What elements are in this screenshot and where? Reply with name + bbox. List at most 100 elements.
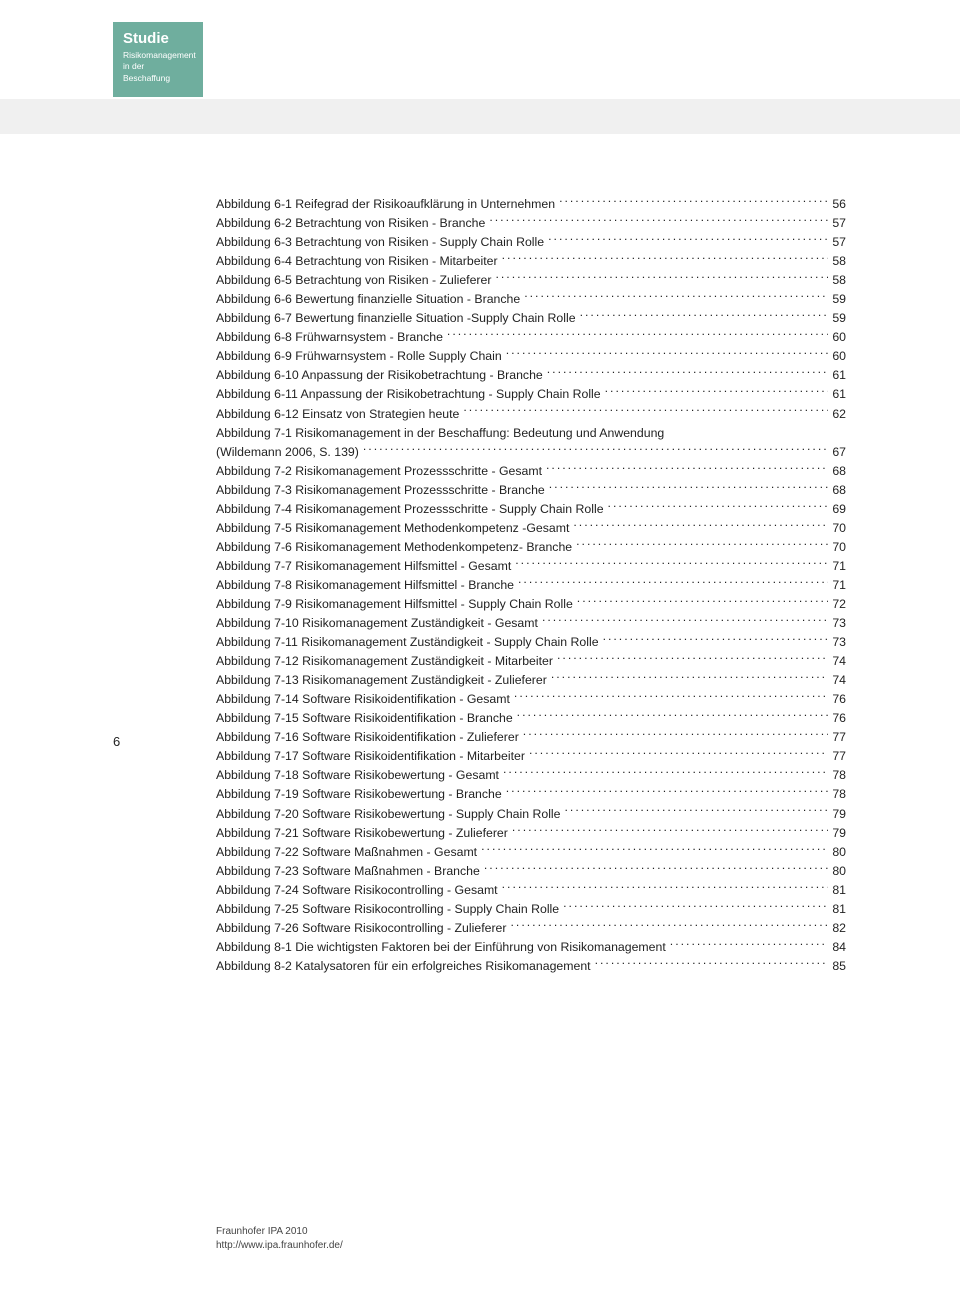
toc-row: Abbildung 7-16 Software Risikoidentifika… xyxy=(216,728,846,747)
toc-entry-page: 73 xyxy=(832,633,846,652)
toc-row: Abbildung 6-4 Betrachtung von Risiken - … xyxy=(216,252,846,271)
toc-entry-page: 60 xyxy=(832,347,846,366)
toc-row: Abbildung 7-13 Risikomanagement Zuständi… xyxy=(216,671,846,690)
toc-entry-label: Abbildung 7-22 Software Maßnahmen - Gesa… xyxy=(216,843,477,862)
page-number: 6 xyxy=(113,734,120,749)
toc-leader xyxy=(510,919,828,931)
toc-entry-label: Abbildung 8-1 Die wichtigsten Faktoren b… xyxy=(216,938,666,957)
toc-entry-label: Abbildung 7-25 Software Risikocontrollin… xyxy=(216,900,559,919)
toc-row: Abbildung 6-5 Betrachtung von Risiken - … xyxy=(216,271,846,290)
toc-row: (Wildemann 2006, S. 139) 67 xyxy=(216,443,846,462)
toc-row: Abbildung 7-26 Software Risikocontrollin… xyxy=(216,919,846,938)
toc-leader xyxy=(517,710,829,722)
toc-row: Abbildung 6-3 Betrachtung von Risiken - … xyxy=(216,233,846,252)
toc-entry-label: Abbildung 7-14 Software Risikoidentifika… xyxy=(216,690,510,709)
toc-entry-page: 81 xyxy=(832,881,846,900)
toc-leader xyxy=(670,939,829,951)
toc-entry-label: Abbildung 7-18 Software Risikobewertung … xyxy=(216,766,499,785)
toc-entry-page: 73 xyxy=(832,614,846,633)
toc-row: Abbildung 7-20 Software Risikobewertung … xyxy=(216,805,846,824)
toc-entry-continuation: (Wildemann 2006, S. 139) xyxy=(216,443,359,462)
toc-entry-label: Abbildung 6-3 Betrachtung von Risiken - … xyxy=(216,233,544,252)
toc-leader xyxy=(595,958,829,970)
toc-row: Abbildung 7-12 Risikomanagement Zuständi… xyxy=(216,652,846,671)
toc-entry-page: 61 xyxy=(832,385,846,404)
toc-entry-page: 79 xyxy=(832,805,846,824)
toc-row: Abbildung 7-6 Risikomanagement Methodenk… xyxy=(216,538,846,557)
toc-entry-label: Abbildung 7-23 Software Maßnahmen - Bran… xyxy=(216,862,480,881)
toc-entry-page: 71 xyxy=(832,576,846,595)
toc-row: Abbildung 7-21 Software Risikobewertung … xyxy=(216,824,846,843)
toc-leader xyxy=(605,386,829,398)
toc-entry-page: 80 xyxy=(832,843,846,862)
toc-entry-page: 85 xyxy=(832,957,846,976)
toc-leader xyxy=(481,843,828,855)
toc-leader xyxy=(573,520,828,532)
toc-entry-label: Abbildung 7-13 Risikomanagement Zuständi… xyxy=(216,671,547,690)
toc-entry-page: 57 xyxy=(832,214,846,233)
toc-leader xyxy=(518,577,828,589)
toc-entry-page: 82 xyxy=(832,919,846,938)
toc-row: Abbildung 6-2 Betrachtung von Risiken - … xyxy=(216,214,846,233)
toc-entry-label: Abbildung 7-9 Risikomanagement Hilfsmitt… xyxy=(216,595,573,614)
toc-row: Abbildung 6-1 Reifegrad der Risikoaufklä… xyxy=(216,195,846,214)
footer-line-2: http://www.ipa.fraunhofer.de/ xyxy=(216,1239,343,1253)
toc-entry-page: 76 xyxy=(832,709,846,728)
toc-row: Abbildung 7-3 Risikomanagement Prozesssc… xyxy=(216,481,846,500)
toc-row: Abbildung 7-25 Software Risikocontrollin… xyxy=(216,900,846,919)
toc-row: Abbildung 7-23 Software Maßnahmen - Bran… xyxy=(216,862,846,881)
toc-row: Abbildung 7-14 Software Risikoidentifika… xyxy=(216,690,846,709)
toc-row: Abbildung 7-22 Software Maßnahmen - Gesa… xyxy=(216,843,846,862)
toc-entry-page: 67 xyxy=(832,443,846,462)
toc-leader xyxy=(529,748,828,760)
footer-line-1: Fraunhofer IPA 2010 xyxy=(216,1225,343,1239)
toc-entry-label: Abbildung 7-6 Risikomanagement Methodenk… xyxy=(216,538,572,557)
toc-row: Abbildung 7-18 Software Risikobewertung … xyxy=(216,766,846,785)
toc-entry-label: Abbildung 6-12 Einsatz von Strategien he… xyxy=(216,405,459,424)
header-subtitle-2: in der Beschaffung xyxy=(123,61,193,84)
toc-entry-label: Abbildung 7-15 Software Risikoidentifika… xyxy=(216,709,513,728)
toc-entry-label: Abbildung 7-7 Risikomanagement Hilfsmitt… xyxy=(216,557,511,576)
toc-row: Abbildung 8-1 Die wichtigsten Faktoren b… xyxy=(216,938,846,957)
toc-entry-page: 70 xyxy=(832,538,846,557)
toc-entry-label: Abbildung 6-5 Betrachtung von Risiken - … xyxy=(216,271,491,290)
toc-entry-page: 77 xyxy=(832,747,846,766)
toc-entry-label: Abbildung 7-11 Risikomanagement Zuständi… xyxy=(216,633,599,652)
toc-row: Abbildung 7-15 Software Risikoidentifika… xyxy=(216,709,846,728)
toc-leader xyxy=(502,253,829,265)
toc-leader xyxy=(514,691,828,703)
toc-entry-page: 56 xyxy=(832,195,846,214)
toc-leader xyxy=(363,443,828,455)
toc-leader xyxy=(495,272,828,284)
toc-entry-page: 61 xyxy=(832,366,846,385)
toc-row: Abbildung 7-5 Risikomanagement Methodenk… xyxy=(216,519,846,538)
toc-row: Abbildung 6-10 Anpassung der Risikobetra… xyxy=(216,366,846,385)
toc-leader xyxy=(503,767,828,779)
toc-entry-label: Abbildung 7-5 Risikomanagement Methodenk… xyxy=(216,519,569,538)
toc-entry-page: 74 xyxy=(832,652,846,671)
toc-entry-page: 69 xyxy=(832,500,846,519)
toc-entry-page: 62 xyxy=(832,405,846,424)
toc-entry-label: Abbildung 7-12 Risikomanagement Zuständi… xyxy=(216,652,553,671)
toc-entry-label: Abbildung 7-4 Risikomanagement Prozesssc… xyxy=(216,500,604,519)
toc-leader xyxy=(484,862,828,874)
toc-entry-page: 59 xyxy=(832,290,846,309)
toc-row: Abbildung 7-24 Software Risikocontrollin… xyxy=(216,881,846,900)
toc-entry-page: 77 xyxy=(832,728,846,747)
toc-leader xyxy=(463,405,828,417)
toc-row: Abbildung 7-7 Risikomanagement Hilfsmitt… xyxy=(216,557,846,576)
toc-row: Abbildung 6-11 Anpassung der Risikobetra… xyxy=(216,385,846,404)
toc-entry-page: 60 xyxy=(832,328,846,347)
toc-entry-page: 70 xyxy=(832,519,846,538)
toc-entry-page: 58 xyxy=(832,271,846,290)
toc-entry-label: Abbildung 7-20 Software Risikobewertung … xyxy=(216,805,561,824)
toc-row: Abbildung 6-9 Frühwarnsystem - Rolle Sup… xyxy=(216,347,846,366)
toc-leader xyxy=(557,653,828,665)
toc-entry-page: 79 xyxy=(832,824,846,843)
toc-entry-label: Abbildung 6-9 Frühwarnsystem - Rolle Sup… xyxy=(216,347,502,366)
toc-entry-label: Abbildung 7-21 Software Risikobewertung … xyxy=(216,824,508,843)
header-subtitle-1: Risikomanagement xyxy=(123,50,193,61)
header-tab: Studie Risikomanagement in der Beschaffu… xyxy=(113,22,203,97)
toc-entry-page: 72 xyxy=(832,595,846,614)
toc-row: Abbildung 6-12 Einsatz von Strategien he… xyxy=(216,405,846,424)
